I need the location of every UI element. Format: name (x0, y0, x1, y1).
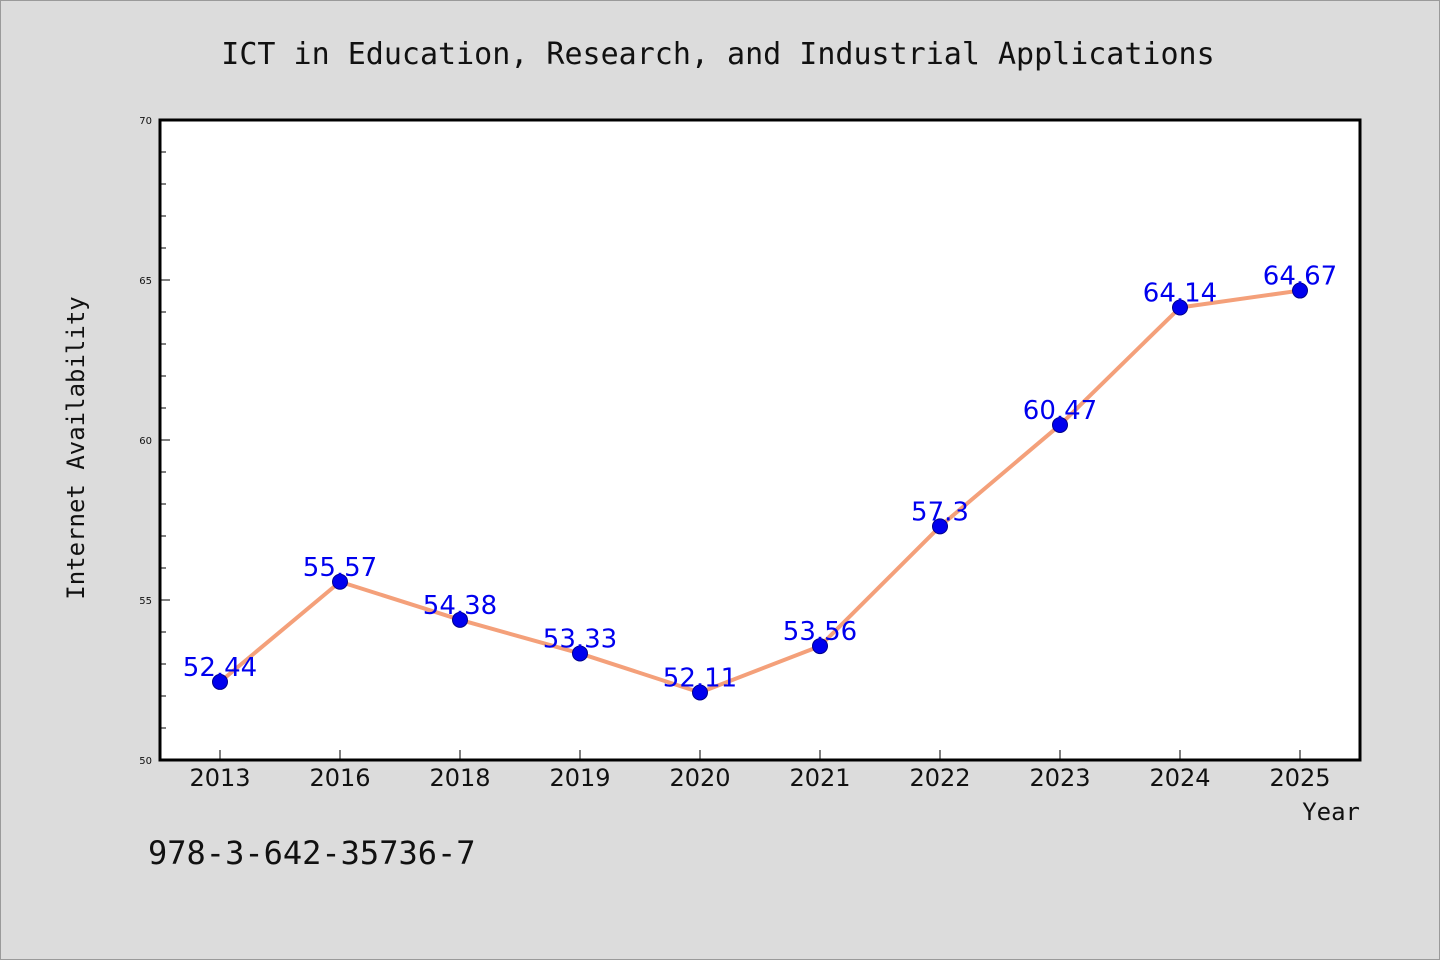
plot-area (160, 120, 1360, 760)
y-tick-label: 60 (139, 436, 152, 447)
data-point (572, 645, 588, 662)
x-tick-label: 2023 (1029, 764, 1090, 792)
data-labels: 52.44 55.57 54.38 53.33 52.11 53.56 57.3 60.47 6… (183, 262, 1337, 694)
x-tick-label: 2019 (549, 764, 610, 792)
x-axis-ticks: 2013 2016 2018 2019 2020 2021 2022 2023 2024 2025 (189, 750, 1331, 792)
plot-border (158, 118, 1362, 762)
data-point (452, 611, 468, 628)
series-markers (212, 282, 1308, 701)
data-label: 54.38 (423, 591, 497, 621)
x-tick-label: 2013 (189, 764, 250, 792)
y-axis-label: Internet Availability (62, 296, 90, 599)
y-tick-label: 65 (139, 276, 152, 287)
data-label: 52.44 (183, 653, 257, 683)
data-label: 52.11 (663, 663, 737, 693)
data-label: 53.56 (783, 617, 857, 647)
data-point (692, 684, 708, 701)
x-tick-label: 2025 (1269, 764, 1330, 792)
data-point (812, 638, 828, 655)
data-point (1292, 282, 1308, 299)
isbn-footnote: 978-3-642-35736-7 (148, 834, 476, 872)
x-tick-label: 2016 (309, 764, 370, 792)
data-label: 64.14 (1143, 279, 1217, 309)
x-axis-label: Year (1302, 798, 1360, 826)
y-tick-label: 55 (139, 596, 152, 607)
data-label: 53.33 (543, 624, 617, 654)
y-tick-label: 50 (139, 756, 152, 767)
data-label: 57.3 (911, 497, 969, 527)
x-tick-label: 2024 (1149, 764, 1210, 792)
x-tick-label: 2022 (909, 764, 970, 792)
data-point (1052, 416, 1068, 433)
data-point (212, 673, 228, 690)
series-line (218, 288, 1302, 695)
data-point (332, 573, 348, 590)
data-label: 64.67 (1263, 262, 1337, 292)
data-label: 55.57 (303, 553, 377, 583)
data-label: 60.47 (1023, 396, 1097, 426)
data-point (932, 518, 948, 535)
x-tick-label: 2018 (429, 764, 490, 792)
x-tick-label: 2020 (669, 764, 730, 792)
data-point (1172, 299, 1188, 316)
y-tick-label: 70 (139, 116, 152, 127)
chart-title: ICT in Education, Research, and Industri… (221, 37, 1214, 72)
x-tick-label: 2021 (789, 764, 850, 792)
